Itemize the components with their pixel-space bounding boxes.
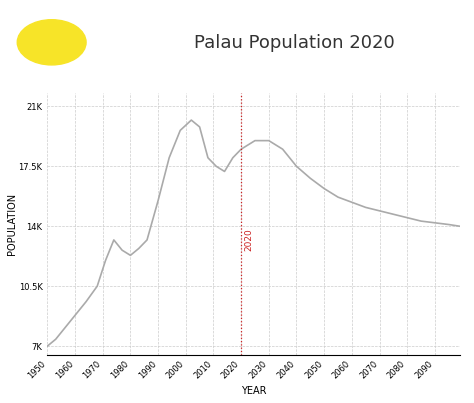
X-axis label: YEAR: YEAR xyxy=(241,386,266,397)
Circle shape xyxy=(17,20,86,65)
Text: 2020: 2020 xyxy=(244,229,253,251)
Y-axis label: POPULATION: POPULATION xyxy=(7,193,17,255)
Text: Palau Population 2020: Palau Population 2020 xyxy=(193,34,394,52)
